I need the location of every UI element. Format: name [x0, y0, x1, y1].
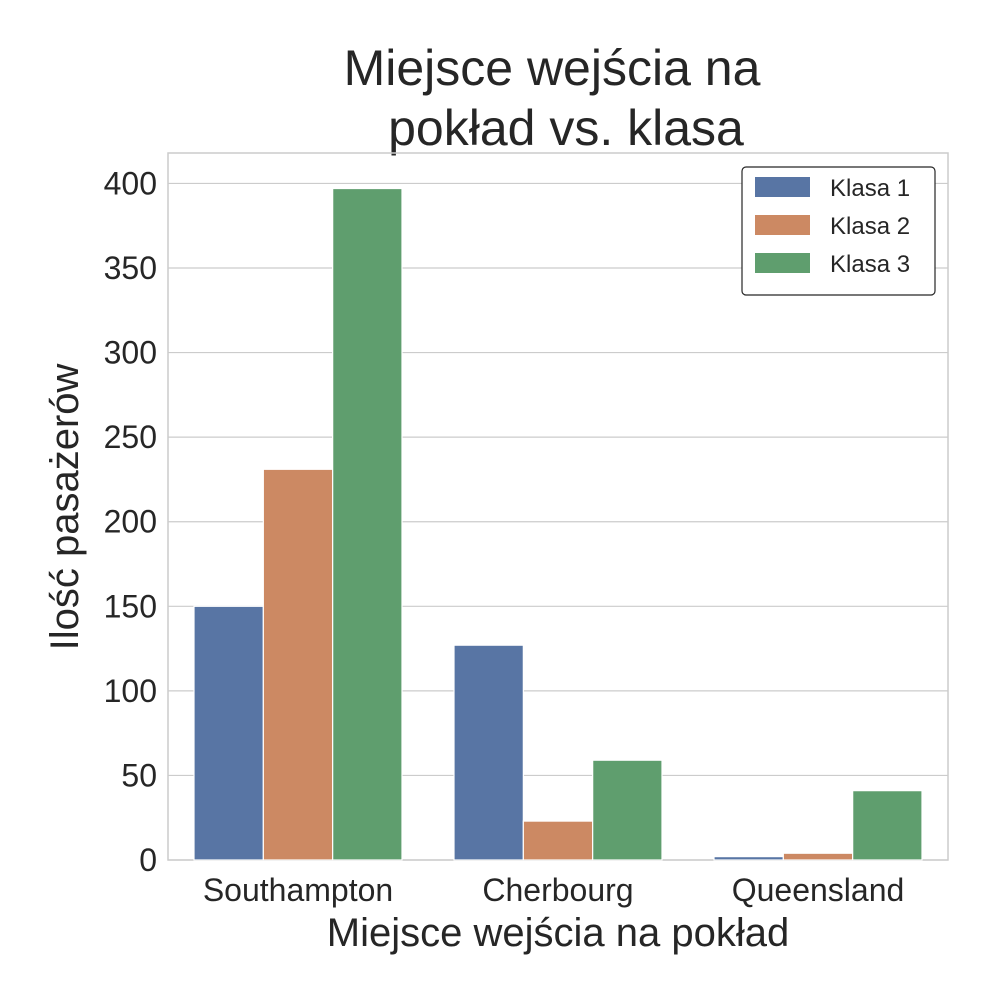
y-tick-label: 250 — [104, 419, 157, 455]
bar-klasa-3-southampton — [332, 187, 403, 861]
bar-klasa-2-queensland — [782, 852, 854, 861]
chart-title-line-1: Miejsce wejścia na — [343, 40, 761, 96]
y-tick-label: 0 — [139, 842, 157, 878]
legend-swatch — [755, 177, 810, 197]
x-tick-labels: Southampton Cherbourg Queensland — [203, 872, 904, 908]
legend-label: Klasa 2 — [830, 213, 910, 240]
bar-klasa-1-queensland — [713, 856, 784, 861]
legend-label: Klasa 3 — [830, 251, 910, 278]
chart-title-line-2: pokład vs. klasa — [388, 100, 744, 156]
y-tick-label: 150 — [104, 588, 157, 624]
y-tick-label: 300 — [104, 335, 157, 371]
bar-klasa-3-cherbourg — [592, 759, 663, 861]
y-tick-label: 50 — [121, 757, 157, 793]
y-axis-label: Ilość pasażerów — [43, 363, 87, 650]
bar-klasa-3-queensland — [852, 790, 923, 861]
bar-klasa-1-cherbourg — [453, 644, 524, 861]
legend-swatch — [755, 215, 810, 235]
x-tick-label: Cherbourg — [482, 872, 633, 908]
y-tick-labels: 0 50 100 150 200 250 300 350 400 — [104, 165, 157, 878]
legend: Klasa 1 Klasa 2 Klasa 3 — [741, 166, 936, 296]
bar-klasa-2-cherbourg — [522, 820, 594, 861]
y-tick-label: 400 — [104, 165, 157, 201]
x-axis-label: Miejsce wejścia na pokład — [327, 911, 789, 955]
bar-klasa-2-southampton — [262, 468, 334, 861]
y-tick-label: 200 — [104, 504, 157, 540]
x-tick-label: Queensland — [732, 872, 905, 908]
legend-label: Klasa 1 — [830, 175, 910, 202]
bars — [193, 187, 923, 861]
legend-swatch — [755, 253, 810, 273]
y-tick-label: 350 — [104, 250, 157, 286]
x-tick-label: Southampton — [203, 872, 393, 908]
bar-klasa-1-southampton — [193, 605, 264, 861]
y-tick-label: 100 — [104, 673, 157, 709]
